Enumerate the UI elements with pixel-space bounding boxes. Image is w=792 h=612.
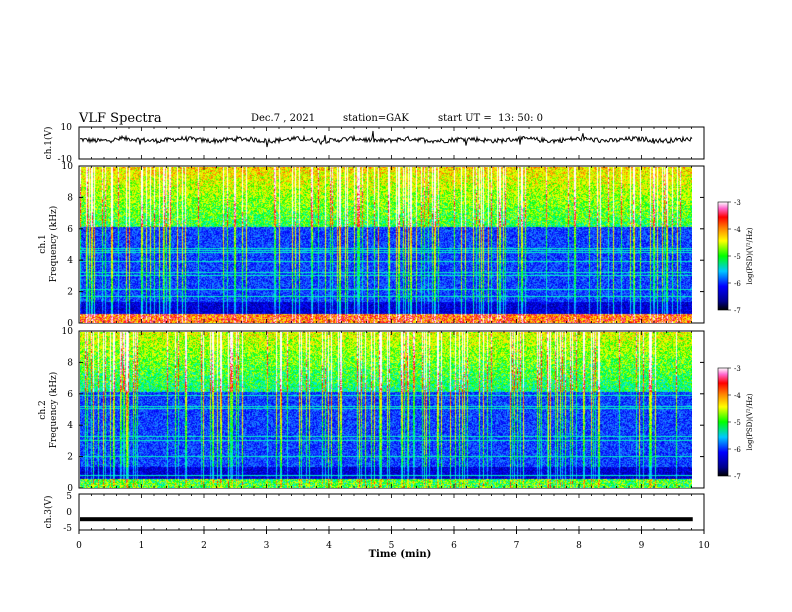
colorbar-tick-label--5: -5 [734,253,741,261]
chart-title: VLF Spectra [79,111,162,126]
x-tick-label-10: 10 [698,541,710,551]
x-tick-label-5: 5 [389,541,395,551]
ch2-yticks: 0 2 4 6 8 10 [62,327,704,494]
ch3-ytick-mid: 0 [66,508,72,518]
y-tick-label-6: 6 [67,390,73,400]
x-tick-label-9: 9 [639,541,645,551]
time-axis: 0 1 2 3 4 5 6 7 8 9 10 [76,127,710,551]
ch2-freq-label: Frequency (kHz) [48,372,59,449]
colorbar-tick-label--7: -7 [734,307,741,315]
y-tick-label-10: 10 [62,327,74,337]
colorbar-tick-label--4: -4 [734,226,741,234]
header-start-time: start UT = 13: 50: 0 [438,113,544,124]
ch3-ytick-bottom: -5 [63,524,72,534]
ch3-ytick-top: 5 [66,492,72,502]
colorbar-tick-label--3: -3 [734,199,741,207]
colorbar-tick-label--7: -7 [734,473,741,481]
ch1-colorbar: -3 -4 -5 -6 -7 log(PSD)(V²/Hz) [717,199,754,315]
ch1-ytick-top: 10 [61,123,73,133]
ch2-colorbar-label: log(PSD)(V²/Hz) [746,393,754,450]
x-tick-label-8: 8 [576,541,582,551]
y-tick-label-2: 2 [67,453,73,463]
y-tick-label-4: 4 [67,421,73,431]
time-axis-label: Time (min) [369,549,432,560]
ch3-waveform-line [80,517,693,522]
x-tick-label-7: 7 [514,541,520,551]
ch1-colorbar-ticks: -3 -4 -5 -6 -7 [728,199,741,315]
x-tick-label-0: 0 [76,541,82,551]
ch1-colorbar-scale [717,201,729,311]
x-tick-label-1: 1 [139,541,145,551]
y-tick-label-8: 8 [67,193,73,203]
ch1-yticks: 0 2 4 6 8 10 [62,162,704,329]
ch1-waveform-panel: 10 -10 ch.1(V) [43,123,705,165]
ch1-ylabel: ch.1(V) [43,127,54,160]
y-tick-label-2: 2 [67,288,73,298]
colorbar-tick-label--3: -3 [734,365,741,373]
colorbar-tick-label--5: -5 [734,419,741,427]
header-date: Dec.7 , 2021 [251,113,316,124]
colorbar-tick-label--6: -6 [734,280,741,288]
ch2-spectrogram-image [80,332,692,488]
ch1-spectrogram-image [80,167,692,323]
ch1-freq-label: Frequency (kHz) [48,206,59,283]
ch2-colorbar: -3 -4 -5 -6 -7 log(PSD)(V²/Hz) [717,365,754,481]
x-tick-label-4: 4 [326,541,332,551]
y-tick-label-10: 10 [62,162,74,172]
ch2-spectrogram-panel: 0 2 4 6 8 10 ch.2 Frequency (kHz) [38,327,705,494]
y-tick-label-0: 0 [67,484,73,494]
ch1-waveform-frame [78,126,705,160]
header-station: station=GAK [343,113,409,124]
colorbar-tick-label--6: -6 [734,446,741,454]
colorbar-tick-label--4: -4 [734,392,741,400]
x-tick-label-6: 6 [451,541,457,551]
ch1-waveform-line [79,130,693,148]
ch1-ytick-bottom: -10 [58,155,73,165]
y-tick-label-0: 0 [67,319,73,329]
ch1-spectrogram-panel: 0 2 4 6 8 10 ch.1 Frequency (kHz) [38,162,705,329]
ch2-freq-label-ch: ch.2 [38,400,48,419]
ch2-colorbar-scale [717,367,729,477]
ch2-colorbar-ticks: -3 -4 -5 -6 -7 [728,365,741,481]
ch1-freq-label-ch: ch.1 [38,234,48,253]
y-tick-label-8: 8 [67,358,73,368]
ch3-ylabel: ch.3(V) [43,496,54,529]
y-tick-label-4: 4 [67,256,73,266]
ch3-waveform-panel: 5 0 -5 ch.3(V) [43,492,705,534]
ch3-waveform-frame [78,493,705,531]
x-tick-label-3: 3 [264,541,270,551]
ch1-colorbar-label: log(PSD)(V²/Hz) [746,227,754,284]
x-tick-label-2: 2 [201,541,207,551]
y-tick-label-6: 6 [67,225,73,235]
